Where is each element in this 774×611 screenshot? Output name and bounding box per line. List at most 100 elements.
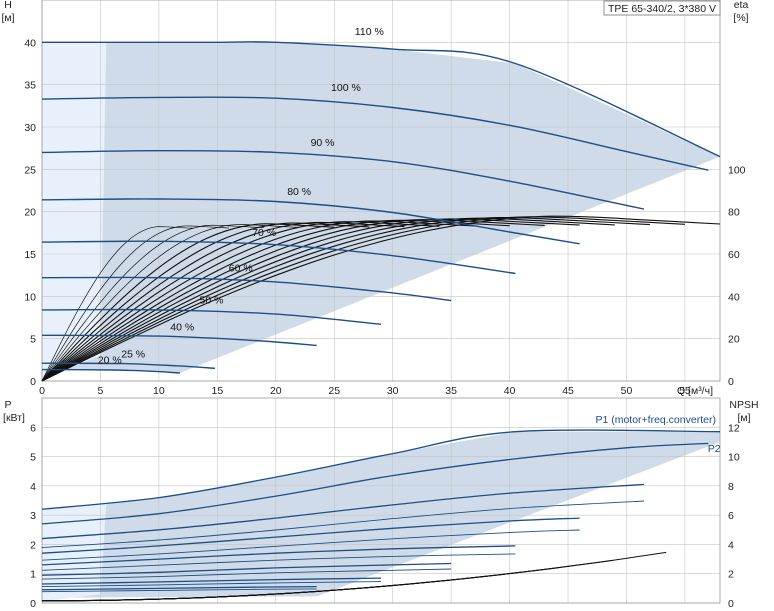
title-box [603, 0, 721, 16]
power-curve [41, 517, 580, 554]
p-axis-label: P [4, 399, 11, 411]
qh-curve [41, 198, 580, 245]
p-tick-label: 5 [30, 452, 36, 464]
qh-curve-label: 40 % [170, 322, 194, 334]
y-tick-label: 30 [24, 122, 36, 134]
power-curve [41, 483, 645, 540]
npsh-axis-label: NPSH [729, 399, 758, 411]
qh-curve-label: 60 % [229, 262, 253, 274]
qh-curve [41, 276, 452, 302]
power-curve-p2 [41, 553, 516, 571]
qh-curve [41, 240, 516, 275]
y-tick-label: 20 [24, 207, 36, 219]
y2-tick-label: 0 [728, 376, 734, 388]
x-tick-label: 50 [621, 385, 633, 397]
y2-tick-label: 40 [728, 291, 740, 303]
power-plot-frame [41, 397, 721, 604]
y2-axis-unit: [%] [733, 12, 748, 24]
efficiency-curve [41, 225, 230, 382]
qh-curve [41, 96, 709, 171]
efficiency-curve [41, 220, 475, 382]
efficiency-curve [41, 222, 370, 382]
npsh-tick-label: 6 [728, 510, 734, 522]
power-curve [41, 442, 709, 525]
power-curve [41, 545, 516, 566]
qh-curve-label: 20 % [98, 355, 122, 367]
qh-curve [41, 368, 180, 374]
x-tick-label: 55 [679, 385, 691, 397]
power-curve-p2 [41, 529, 580, 561]
power-curve [41, 585, 317, 591]
y2-axis-label: eta [734, 0, 749, 11]
y-tick-label: 25 [24, 164, 36, 176]
x-tick-label: 10 [153, 385, 165, 397]
npsh-tick-label: 8 [728, 481, 734, 493]
power-curve-p2 [41, 500, 645, 549]
x-tick-label: 20 [270, 385, 282, 397]
y-axis-unit: [м] [1, 12, 14, 24]
npsh-axis-unit: [м] [737, 412, 750, 424]
npsh-curve [41, 551, 667, 602]
y2-tick-label: 20 [728, 334, 740, 346]
y-tick-label: 40 [24, 37, 36, 49]
y-tick-label: 10 [24, 291, 36, 303]
operating-region-qh [42, 42, 720, 373]
efficiency-curve [41, 217, 615, 382]
low-flow-region-power [42, 503, 107, 602]
p-axis-unit: [кВт] [3, 412, 25, 424]
npsh-tick-label: 0 [728, 598, 734, 610]
y2-tick-label: 80 [728, 207, 740, 219]
y-tick-label: 15 [24, 249, 36, 261]
x-tick-label: 25 [328, 385, 340, 397]
qh-curve-label: 110 % [355, 26, 384, 38]
efficiency-curve [41, 216, 685, 382]
power-curve [41, 577, 382, 585]
p-tick-label: 0 [30, 598, 36, 610]
power-curve-label: P2 [708, 443, 721, 455]
x-tick-label: 5 [98, 385, 104, 397]
qh-curve [41, 334, 317, 347]
y-tick-label: 0 [30, 376, 36, 388]
p-tick-label: 6 [30, 422, 36, 434]
power-curve-p2 [41, 568, 452, 580]
npsh-tick-label: 2 [728, 569, 734, 581]
x-tick-label: 30 [387, 385, 399, 397]
low-flow-region-qh [42, 42, 107, 380]
x-tick-label: 0 [39, 385, 45, 397]
power-curve-label: P1 (motor+freq.converter) [595, 414, 716, 426]
y2-tick-label: 100 [728, 164, 746, 176]
y-tick-label: 5 [30, 334, 36, 346]
qh-curve [41, 308, 382, 325]
qh-curve-label: 90 % [311, 137, 335, 149]
efficiency-curve [41, 218, 580, 382]
efficiency-curve [41, 215, 721, 382]
x-tick-label: 45 [562, 385, 574, 397]
y-tick-label: 35 [24, 80, 36, 92]
efficiency-curve [41, 223, 335, 382]
npsh-tick-label: 10 [728, 452, 740, 464]
p-tick-label: 3 [30, 510, 36, 522]
qh-curve-label: 80 % [287, 186, 311, 198]
qh-curve-label: 100 % [331, 82, 361, 94]
efficiency-curve [41, 226, 195, 382]
npsh-tick-label: 4 [728, 539, 734, 551]
x-tick-label: 15 [212, 385, 224, 397]
npsh-tick-label: 12 [728, 422, 740, 434]
x-tick-label: 40 [504, 385, 516, 397]
p-tick-label: 1 [30, 569, 36, 581]
p-tick-label: 2 [30, 539, 36, 551]
efficiency-curve [41, 224, 300, 382]
chart-title: TPE 65-340/2, 3*380 V [608, 3, 716, 15]
qh-curve [41, 149, 645, 210]
qh-curve-label: 50 % [200, 294, 224, 306]
power-curve-p2 [41, 588, 317, 593]
y2-tick-label: 60 [728, 249, 740, 261]
x-tick-label: 35 [445, 385, 457, 397]
x-axis-label: Q [м³/ч] [677, 385, 713, 397]
qh-curve-label: 70 % [252, 227, 276, 239]
p-tick-label: 4 [30, 481, 36, 493]
power-curve [41, 562, 452, 576]
efficiency-curve [41, 219, 545, 382]
power-curve-p2 [41, 581, 382, 588]
